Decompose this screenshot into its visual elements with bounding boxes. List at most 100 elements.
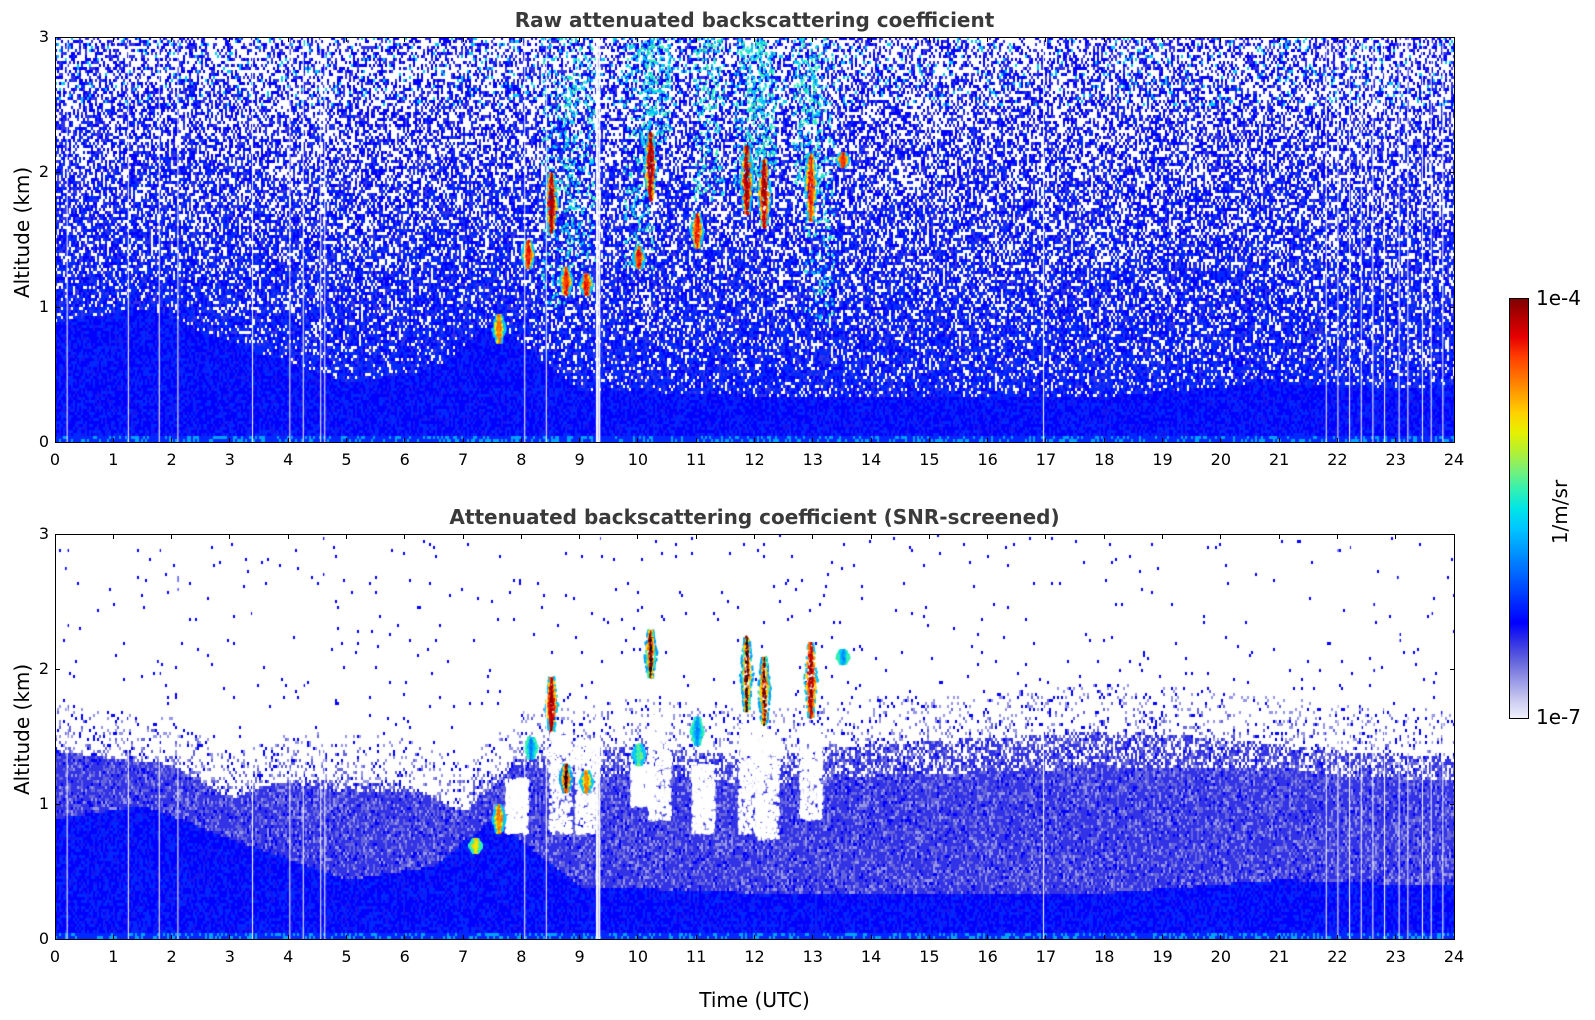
x-tick-mark-bottom [54, 935, 56, 940]
x-tick-label: 16 [977, 450, 998, 469]
x-tick-mark-top [112, 534, 114, 539]
x-tick-mark-bottom [754, 438, 755, 443]
x-tick-label: 24 [1443, 947, 1465, 966]
y-tick-mark-right [1450, 306, 1455, 308]
x-tick-label: 6 [399, 450, 410, 469]
x-tick-mark-bottom [345, 438, 347, 443]
x-tick-mark-bottom [229, 935, 231, 940]
x-tick-label: 10 [627, 947, 649, 966]
x-tick-label: 7 [457, 450, 469, 469]
x-tick-label: 7 [457, 947, 469, 966]
x-tick-mark-bottom [579, 438, 581, 443]
x-tick-label: 11 [686, 450, 707, 469]
x-tick-mark-top [229, 534, 231, 539]
x-tick-mark-top [1162, 37, 1164, 42]
x-tick-label: 19 [1152, 947, 1173, 966]
x-tick-mark-top [287, 37, 289, 42]
top-panel-ylabel: Altitude (km) [10, 166, 34, 298]
x-tick-mark-top [404, 534, 406, 539]
y-tick-mark-left [55, 306, 60, 308]
x-tick-mark-top [1395, 534, 1397, 539]
x-tick-mark-bottom [1220, 438, 1222, 443]
x-tick-mark-top [229, 37, 231, 42]
x-tick-label: 5 [341, 450, 352, 469]
x-tick-label: 16 [977, 947, 998, 966]
x-tick-mark-top [171, 534, 173, 539]
x-tick-label: 3 [224, 947, 235, 966]
x-tick-mark-top [54, 37, 56, 42]
y-tick-mark-right [1450, 441, 1455, 443]
x-tick-label: 23 [1385, 947, 1406, 966]
x-tick-mark-bottom [112, 935, 114, 940]
x-tick-mark-top [345, 534, 347, 539]
y-tick-label: 0 [38, 432, 49, 451]
x-tick-mark-top [812, 37, 814, 42]
bottom-panel-heatmap [55, 534, 1454, 939]
x-tick-mark-bottom [695, 438, 697, 443]
x-tick-mark-top [579, 37, 581, 42]
x-tick-mark-top [462, 534, 464, 539]
x-tick-mark-top [1220, 37, 1222, 42]
y-tick-mark-left [55, 441, 60, 443]
colorbar [1509, 298, 1529, 719]
x-tick-mark-bottom [1336, 935, 1338, 940]
x-tick-label: 23 [1385, 450, 1406, 469]
x-tick-mark-top [637, 37, 639, 42]
x-tick-label: 19 [1152, 450, 1173, 469]
x-tick-mark-bottom [987, 438, 989, 443]
y-tick-mark-right [1450, 668, 1455, 670]
x-tick-mark-top [637, 534, 639, 539]
y-tick-label: 3 [38, 524, 49, 543]
x-tick-mark-bottom [1045, 935, 1047, 940]
y-tick-label: 3 [38, 27, 49, 46]
x-tick-mark-bottom [1278, 438, 1280, 443]
x-tick-mark-top [1453, 37, 1455, 42]
x-tick-mark-top [987, 534, 989, 539]
x-tick-mark-bottom [928, 935, 930, 940]
x-tick-mark-bottom [754, 935, 755, 940]
y-tick-label: 1 [38, 794, 49, 813]
x-tick-mark-top [754, 534, 755, 539]
y-tick-mark-right [1450, 938, 1455, 940]
x-tick-mark-bottom [171, 935, 173, 940]
x-tick-label: 11 [686, 947, 707, 966]
x-tick-label: 14 [860, 947, 882, 966]
x-tick-mark-bottom [1103, 438, 1105, 443]
x-tick-mark-bottom [404, 935, 406, 940]
x-tick-mark-bottom [1278, 935, 1280, 940]
colorbar-min-label: 1e-7 [1536, 705, 1581, 729]
x-tick-label: 0 [49, 947, 61, 966]
x-tick-mark-top [287, 534, 289, 539]
x-tick-mark-bottom [520, 438, 522, 443]
y-tick-mark-left [55, 938, 60, 940]
y-tick-mark-left [55, 803, 60, 805]
x-tick-mark-top [1045, 37, 1047, 42]
x-tick-mark-bottom [812, 935, 814, 940]
x-tick-mark-top [1395, 37, 1397, 42]
y-tick-mark-right [1450, 803, 1455, 805]
x-tick-mark-bottom [812, 438, 814, 443]
x-tick-mark-top [404, 37, 406, 42]
x-tick-mark-bottom [229, 438, 231, 443]
bottom-panel-xlabel: Time (UTC) [699, 988, 810, 1012]
x-tick-mark-top [1278, 37, 1280, 42]
x-tick-label: 22 [1327, 450, 1348, 469]
x-tick-mark-top [1162, 534, 1164, 539]
x-tick-label: 2 [166, 947, 177, 966]
x-tick-mark-top [345, 37, 347, 42]
x-tick-mark-bottom [520, 935, 522, 940]
x-tick-mark-top [695, 534, 697, 539]
x-tick-mark-bottom [637, 438, 639, 443]
x-tick-mark-bottom [1453, 438, 1455, 443]
x-tick-label: 2 [166, 450, 177, 469]
x-tick-mark-top [1220, 534, 1222, 539]
x-tick-mark-top [520, 37, 522, 42]
x-tick-label: 4 [283, 450, 294, 469]
x-tick-label: 9 [574, 450, 585, 469]
x-tick-mark-top [462, 37, 464, 42]
x-tick-label: 22 [1327, 947, 1348, 966]
x-tick-mark-top [870, 534, 872, 539]
x-tick-mark-bottom [1395, 438, 1397, 443]
x-tick-mark-top [1453, 534, 1455, 539]
x-tick-label: 5 [341, 947, 352, 966]
